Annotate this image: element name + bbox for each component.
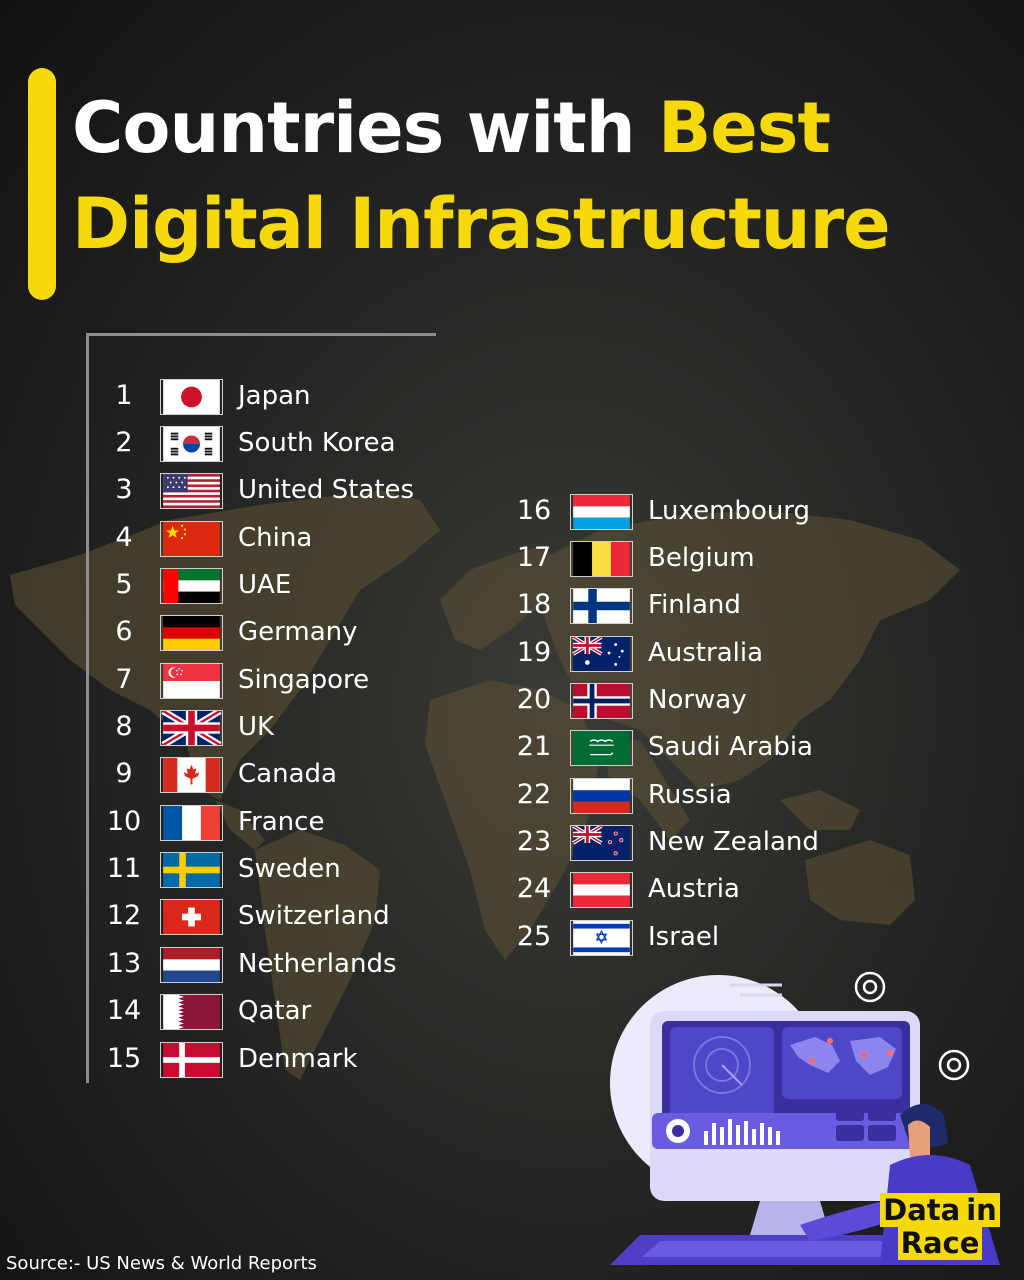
uae-flag-icon bbox=[160, 568, 223, 604]
country-name: Saudi Arabia bbox=[648, 732, 813, 762]
luxembourg-flag-icon bbox=[570, 494, 633, 530]
rank-number: 15 bbox=[106, 1043, 142, 1074]
qatar-flag-icon bbox=[160, 994, 223, 1030]
rank-number: 25 bbox=[516, 921, 552, 952]
rank-number: 1 bbox=[115, 380, 133, 411]
rank-number: 10 bbox=[106, 806, 142, 837]
country-name: Israel bbox=[648, 922, 720, 952]
country-name: Luxembourg bbox=[648, 496, 811, 526]
singapore-flag-icon bbox=[160, 663, 223, 699]
country-name: Sweden bbox=[238, 854, 341, 884]
netherlands-flag-icon bbox=[160, 947, 223, 983]
rank-number: 5 bbox=[115, 569, 133, 600]
switzerland-flag-icon bbox=[160, 899, 223, 935]
country-name: Norway bbox=[648, 685, 747, 715]
south-korea-flag-icon bbox=[160, 426, 223, 462]
rank-number: 11 bbox=[106, 853, 142, 884]
rank-number: 14 bbox=[106, 995, 142, 1026]
rank-number: 20 bbox=[516, 684, 552, 715]
list-frame-vertical-line bbox=[86, 333, 89, 1083]
rank-number: 4 bbox=[115, 522, 133, 553]
canada-flag-icon bbox=[160, 757, 223, 793]
japan-flag-icon bbox=[160, 379, 223, 415]
country-name: New Zealand bbox=[648, 827, 819, 857]
france-flag-icon bbox=[160, 805, 223, 841]
rank-number: 18 bbox=[516, 589, 552, 620]
country-name: Qatar bbox=[238, 996, 312, 1026]
logo-word-data: Data bbox=[880, 1193, 964, 1227]
rank-number: 19 bbox=[516, 637, 552, 668]
data-monitor-illustration bbox=[610, 971, 1000, 1265]
country-name: Japan bbox=[238, 381, 311, 411]
germany-flag-icon bbox=[160, 615, 223, 651]
country-name: Austria bbox=[648, 874, 740, 904]
rank-number: 17 bbox=[516, 542, 552, 573]
title-part-digital-infrastructure: Digital Infrastructure bbox=[72, 183, 891, 265]
rank-number: 2 bbox=[115, 427, 133, 458]
title-accent-bar bbox=[28, 68, 56, 300]
country-name: Finland bbox=[648, 590, 741, 620]
country-name: Denmark bbox=[238, 1044, 358, 1074]
country-name: Canada bbox=[238, 759, 337, 789]
rank-number: 12 bbox=[106, 900, 142, 931]
rank-number: 7 bbox=[115, 664, 133, 695]
country-name: UK bbox=[238, 712, 275, 742]
australia-flag-icon bbox=[570, 636, 633, 672]
rank-number: 16 bbox=[516, 495, 552, 526]
rank-number: 8 bbox=[115, 711, 133, 742]
country-name: China bbox=[238, 523, 313, 553]
title-part-best: Best bbox=[657, 87, 831, 169]
denmark-flag-icon bbox=[160, 1042, 223, 1078]
rank-number: 22 bbox=[516, 779, 552, 810]
china-flag-icon bbox=[160, 521, 223, 557]
rank-number: 23 bbox=[516, 826, 552, 857]
russia-flag-icon bbox=[570, 778, 633, 814]
country-name: South Korea bbox=[238, 428, 396, 458]
sweden-flag-icon bbox=[160, 852, 223, 888]
country-name: Switzerland bbox=[238, 901, 390, 931]
country-name: Germany bbox=[238, 617, 358, 647]
country-name: Belgium bbox=[648, 543, 755, 573]
rank-number: 24 bbox=[516, 873, 552, 904]
list-frame-horizontal-line bbox=[86, 333, 436, 336]
saudi-arabia-flag-icon bbox=[570, 730, 633, 766]
rank-number: 9 bbox=[115, 758, 133, 789]
austria-flag-icon bbox=[570, 872, 633, 908]
data-in-race-logo: Data in Race bbox=[874, 1193, 1006, 1264]
rank-number: 13 bbox=[106, 948, 142, 979]
finland-flag-icon bbox=[570, 588, 633, 624]
logo-word-race: Race bbox=[897, 1226, 983, 1260]
country-name: Netherlands bbox=[238, 949, 397, 979]
country-name: France bbox=[238, 807, 325, 837]
rank-number: 6 bbox=[115, 616, 133, 647]
belgium-flag-icon bbox=[570, 541, 633, 577]
rank-number: 21 bbox=[516, 731, 552, 762]
country-name: Russia bbox=[648, 780, 732, 810]
logo-word-in: in bbox=[963, 1193, 1000, 1227]
norway-flag-icon bbox=[570, 683, 633, 719]
uk-flag-icon bbox=[160, 710, 223, 746]
country-name: UAE bbox=[238, 570, 292, 600]
country-name: United States bbox=[238, 475, 415, 505]
source-note: Source:- US News & World Reports bbox=[6, 1253, 317, 1274]
page-title: Countries with Best Digital Infrastructu… bbox=[72, 80, 891, 272]
israel-flag-icon bbox=[570, 920, 633, 956]
rank-number: 3 bbox=[115, 474, 133, 505]
title-part-countries: Countries with bbox=[72, 87, 658, 169]
united-states-flag-icon bbox=[160, 473, 223, 509]
country-name: Australia bbox=[648, 638, 764, 668]
new-zealand-flag-icon bbox=[570, 825, 633, 861]
country-name: Singapore bbox=[238, 665, 370, 695]
